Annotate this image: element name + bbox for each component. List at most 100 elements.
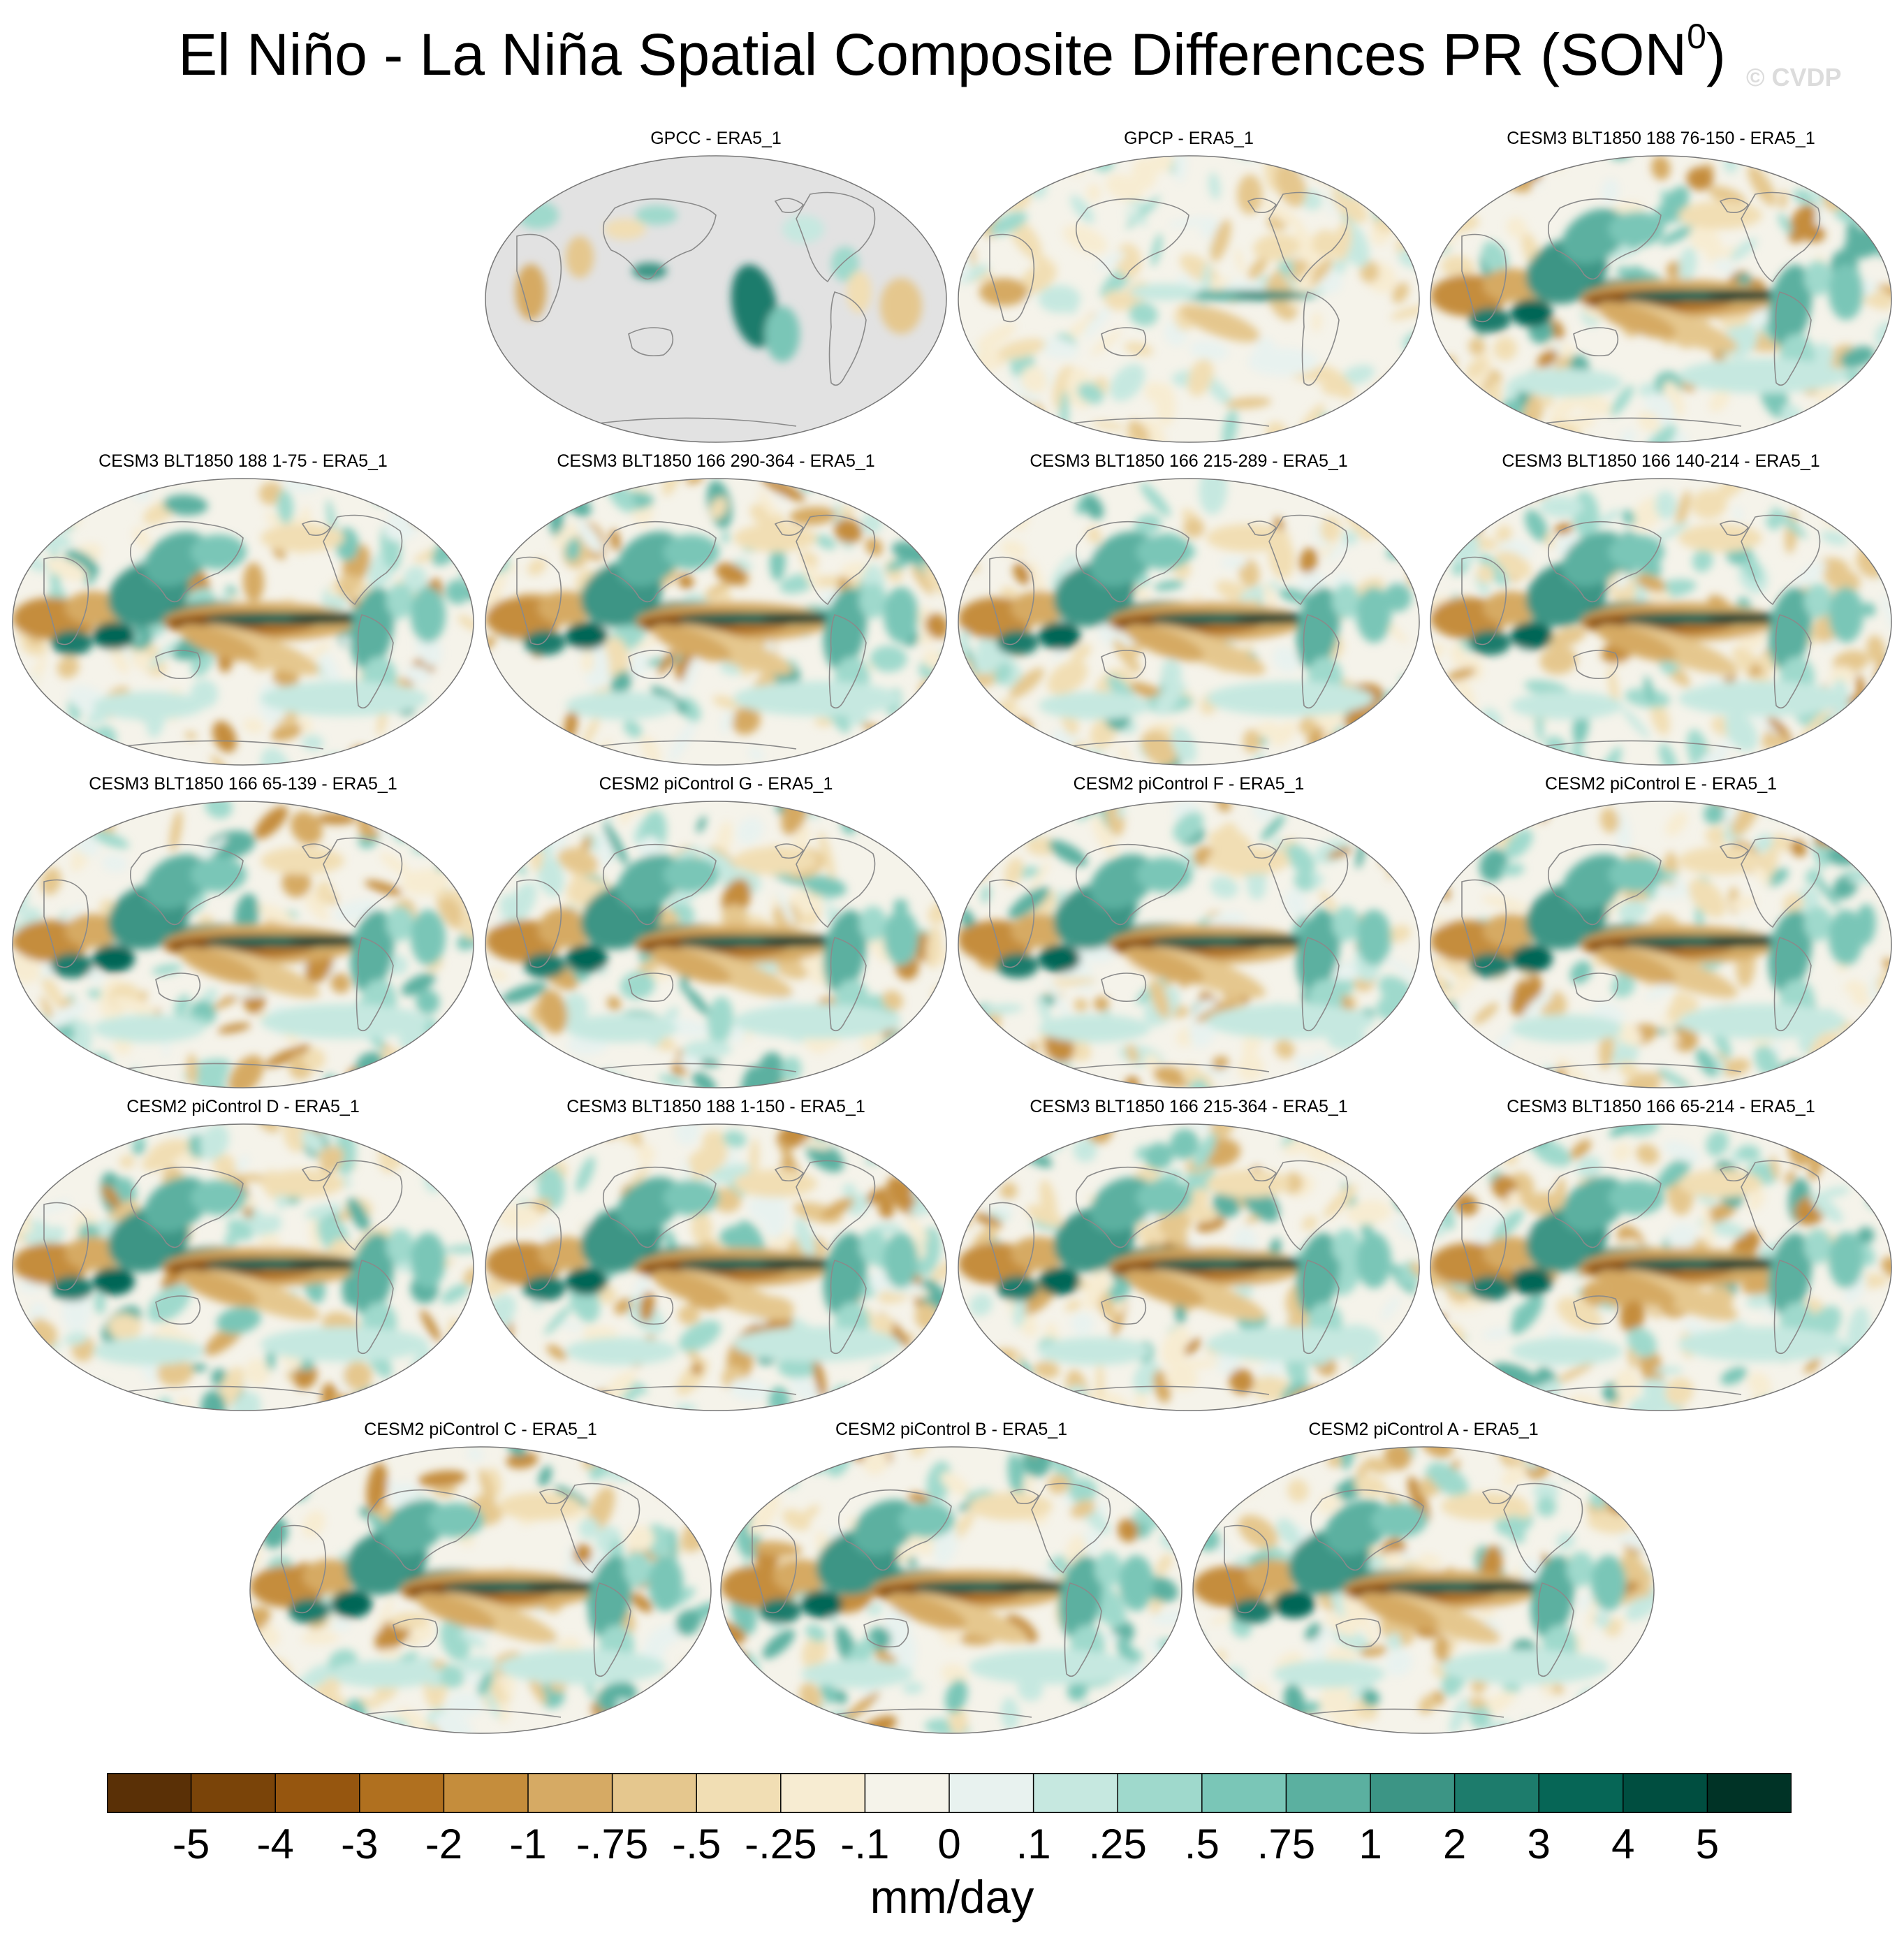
colorbar-swatch [612, 1773, 697, 1813]
map-outline [1430, 1123, 1892, 1411]
map-field [13, 1124, 474, 1411]
colorbar-swatch [1623, 1773, 1708, 1813]
map-panel-title: GPCC - ERA5_1 [650, 129, 782, 148]
map-outline [249, 1446, 712, 1734]
map-outline [1430, 801, 1892, 1088]
figure-title-text: El Niño - La Niña Spatial Composite Diff… [178, 22, 1687, 87]
colorbar-tick-label: 3 [1527, 1821, 1551, 1867]
colorbar-tick-label: .25 [1088, 1821, 1147, 1867]
map-panel: CESM2 piControl C - ERA5_1 [247, 1419, 715, 1737]
map-field [13, 479, 474, 765]
robinson-map [485, 155, 947, 443]
colorbar-tick-label: 2 [1442, 1821, 1467, 1867]
map-field [250, 1447, 711, 1733]
map-outline [485, 478, 947, 766]
colorbar-swatch [865, 1773, 950, 1813]
colorbar [107, 1773, 1792, 1813]
coastlines [43, 837, 403, 1072]
colorbar-tick-label: 4 [1611, 1821, 1635, 1867]
robinson-map [1430, 1123, 1892, 1411]
colorbar-swatch [1033, 1773, 1118, 1813]
coastlines [43, 514, 403, 750]
robinson-map [12, 478, 474, 766]
map-panel: CESM3 BLT1850 188 1-75 - ERA5_1 [9, 451, 477, 768]
map-panel: CESM2 piControl F - ERA5_1 [955, 773, 1423, 1091]
robinson-map [485, 478, 947, 766]
colorbar-swatch [949, 1773, 1034, 1813]
map-panel-title: CESM2 piControl D - ERA5_1 [126, 1097, 360, 1116]
coastlines [1461, 514, 1821, 750]
map-panel: CESM3 BLT1850 166 215-289 - ERA5_1 [955, 451, 1423, 768]
robinson-map [958, 478, 1420, 766]
map-outline [1430, 155, 1892, 443]
map-field [13, 801, 474, 1088]
map-outline [1192, 1446, 1655, 1734]
colorbar-swatch [696, 1773, 782, 1813]
map-field [721, 1447, 1182, 1733]
map-panel: CESM2 piControl B - ERA5_1 [717, 1419, 1185, 1737]
robinson-map [12, 801, 474, 1088]
colorbar-tick-label: -1 [509, 1821, 547, 1867]
map-field [485, 479, 946, 765]
coastlines [516, 837, 876, 1072]
map-field [485, 156, 946, 442]
map-field [958, 801, 1419, 1088]
robinson-map [720, 1446, 1182, 1734]
map-outline [485, 1123, 947, 1411]
robinson-map [958, 1123, 1420, 1411]
map-panel-title: CESM2 piControl C - ERA5_1 [364, 1420, 597, 1439]
colorbar-tick-label: 5 [1695, 1821, 1720, 1867]
colorbar-labels: -5 -4 -3 -2 -1 -.75 -.5 -.25 -.1 0 .1 .25 .5 .75 1 2 3 4 5 [0, 1820, 1904, 1876]
colorbar-swatch [1539, 1773, 1624, 1813]
map-field [1430, 156, 1891, 442]
robinson-map [1430, 478, 1892, 766]
map-outline [1430, 478, 1892, 766]
colorbar-tick-label: .1 [1016, 1821, 1051, 1867]
map-panel: CESM3 BLT1850 166 65-139 - ERA5_1 [9, 773, 477, 1091]
map-panel: CESM3 BLT1850 166 215-364 - ERA5_1 [955, 1096, 1423, 1414]
robinson-map [958, 801, 1420, 1088]
colorbar-units: mm/day [870, 1871, 1034, 1923]
colorbar-swatch [275, 1773, 360, 1813]
coastlines [1224, 1482, 1583, 1718]
coastlines [752, 1482, 1111, 1718]
colorbar-swatch [1118, 1773, 1203, 1813]
colorbar-swatch [780, 1773, 865, 1813]
colorbar-tick-label: -5 [172, 1821, 210, 1867]
map-panel-title: CESM2 piControl G - ERA5_1 [599, 774, 833, 794]
coastlines [516, 514, 876, 750]
coastlines [516, 191, 876, 427]
map-panel: CESM3 BLT1850 188 76-150 - ERA5_1 [1427, 128, 1895, 446]
robinson-map [1430, 801, 1892, 1088]
map-field [958, 479, 1419, 765]
map-panel-title: CESM2 piControl A - ERA5_1 [1308, 1420, 1539, 1439]
figure-title-close: ) [1706, 22, 1726, 87]
figure-title: El Niño - La Niña Spatial Composite Diff… [0, 17, 1904, 98]
map-outline [720, 1446, 1182, 1734]
map-outline [485, 155, 947, 443]
coastlines [989, 837, 1349, 1072]
map-panel-title: CESM2 piControl E - ERA5_1 [1544, 774, 1778, 794]
cvdp-watermark: © CVDP [1746, 63, 1842, 92]
map-panel: CESM3 BLT1850 166 65-214 - ERA5_1 [1427, 1096, 1895, 1414]
colorbar-swatch [528, 1773, 613, 1813]
colorbar-swatch [1370, 1773, 1456, 1813]
map-panel: CESM2 piControl A - ERA5_1 [1189, 1419, 1657, 1737]
map-field [1430, 479, 1891, 765]
map-panel-title: CESM3 BLT1850 166 290-364 - ERA5_1 [557, 451, 875, 471]
map-panel-title: GPCP - ERA5_1 [1124, 129, 1254, 148]
map-panel: GPCP - ERA5_1 [955, 128, 1423, 446]
map-outline [958, 478, 1420, 766]
robinson-map [958, 155, 1420, 443]
map-panel-title: CESM3 BLT1850 166 65-214 - ERA5_1 [1507, 1097, 1815, 1116]
map-outline [12, 1123, 474, 1411]
colorbar-tick-label: -.5 [672, 1821, 722, 1867]
colorbar-tick-label: -2 [425, 1821, 463, 1867]
map-field [1430, 1124, 1891, 1411]
map-outline [485, 801, 947, 1088]
map-field [958, 1124, 1419, 1411]
colorbar-tick-label: -.25 [745, 1821, 817, 1867]
colorbar-tick-label: .75 [1257, 1821, 1316, 1867]
colorbar-tick-label: 0 [937, 1821, 961, 1867]
map-panel: CESM3 BLT1850 166 140-214 - ERA5_1 [1427, 451, 1895, 768]
